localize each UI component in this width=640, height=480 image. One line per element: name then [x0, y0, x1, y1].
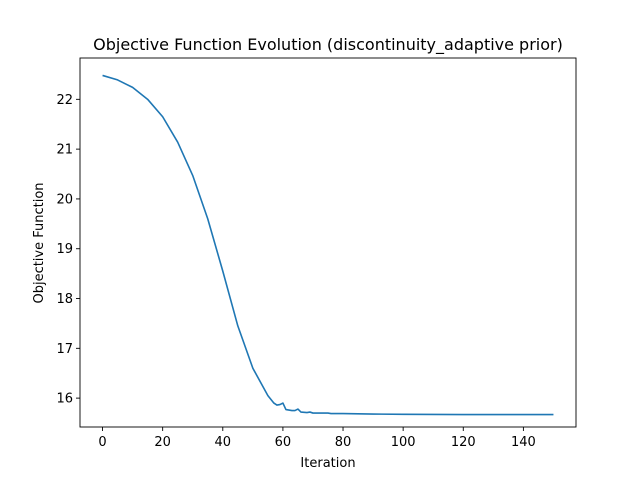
- y-tick-label: 17: [56, 342, 73, 357]
- y-tick-label: 20: [56, 192, 73, 207]
- plot-area: 0 20 40 60 80 100 120 140 16 17 18 19 20 21 22: [56, 57, 577, 450]
- y-tick-label: 16: [56, 392, 73, 407]
- x-tick-label: 140: [511, 435, 536, 450]
- x-tick-label: 20: [154, 435, 171, 450]
- x-tick-label: 0: [98, 435, 106, 450]
- y-tick-label: 21: [56, 143, 73, 158]
- y-tick-label: 18: [56, 292, 73, 307]
- x-tick-label: 120: [451, 435, 476, 450]
- x-axis-label: Iteration: [300, 456, 355, 471]
- y-tick-label: 22: [56, 93, 73, 108]
- x-tick-label: 100: [391, 435, 416, 450]
- x-tick-label: 80: [335, 435, 352, 450]
- x-tick-label: 60: [275, 435, 292, 450]
- x-tick-label: 40: [215, 435, 232, 450]
- y-tick-label: 19: [56, 242, 73, 257]
- series-line-0: [102, 74, 554, 416]
- axes-frame: [79, 57, 577, 428]
- chart-title: Objective Function Evolution (discontinu…: [93, 35, 563, 55]
- y-axis-label: Objective Function: [32, 182, 47, 303]
